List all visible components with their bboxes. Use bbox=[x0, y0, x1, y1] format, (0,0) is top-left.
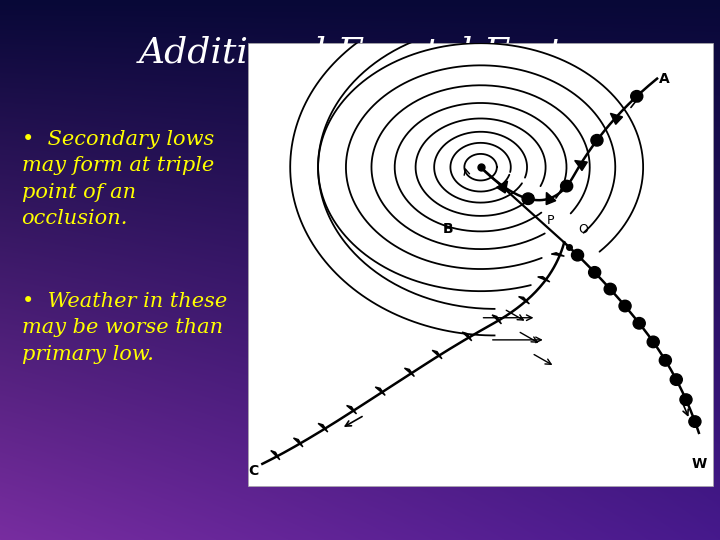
Polygon shape bbox=[546, 192, 556, 205]
Polygon shape bbox=[375, 387, 385, 395]
Circle shape bbox=[647, 336, 660, 348]
Circle shape bbox=[680, 394, 692, 406]
Circle shape bbox=[619, 300, 631, 312]
Text: Additional Frontal Facts: Additional Frontal Facts bbox=[138, 35, 582, 69]
Circle shape bbox=[591, 134, 603, 146]
FancyBboxPatch shape bbox=[248, 43, 713, 486]
Polygon shape bbox=[346, 406, 356, 414]
Text: A: A bbox=[660, 72, 670, 86]
Polygon shape bbox=[294, 438, 303, 447]
Circle shape bbox=[633, 318, 645, 329]
Text: •  Secondary lows
may form at triple
point of an
occlusion.: • Secondary lows may form at triple poin… bbox=[22, 130, 214, 228]
Circle shape bbox=[660, 355, 671, 366]
Circle shape bbox=[670, 374, 683, 386]
Polygon shape bbox=[462, 332, 472, 341]
Text: B: B bbox=[443, 222, 454, 236]
Circle shape bbox=[689, 416, 701, 427]
Polygon shape bbox=[405, 368, 415, 376]
Polygon shape bbox=[611, 113, 623, 124]
Polygon shape bbox=[538, 276, 550, 282]
Text: •  Weather in these
may be worse than
primary low.: • Weather in these may be worse than pri… bbox=[22, 292, 227, 363]
Circle shape bbox=[561, 180, 572, 192]
Polygon shape bbox=[492, 315, 501, 324]
Polygon shape bbox=[575, 160, 588, 171]
Text: P: P bbox=[546, 214, 554, 227]
Polygon shape bbox=[518, 296, 529, 304]
Circle shape bbox=[604, 284, 616, 295]
Circle shape bbox=[631, 91, 643, 102]
Circle shape bbox=[572, 249, 584, 261]
Text: W: W bbox=[691, 457, 706, 471]
Circle shape bbox=[522, 193, 534, 205]
Polygon shape bbox=[432, 350, 442, 359]
Polygon shape bbox=[318, 423, 328, 432]
Text: C: C bbox=[248, 463, 258, 477]
Circle shape bbox=[589, 267, 600, 278]
Polygon shape bbox=[497, 181, 508, 193]
Polygon shape bbox=[271, 450, 280, 460]
Text: O: O bbox=[578, 222, 588, 235]
Polygon shape bbox=[552, 253, 564, 256]
